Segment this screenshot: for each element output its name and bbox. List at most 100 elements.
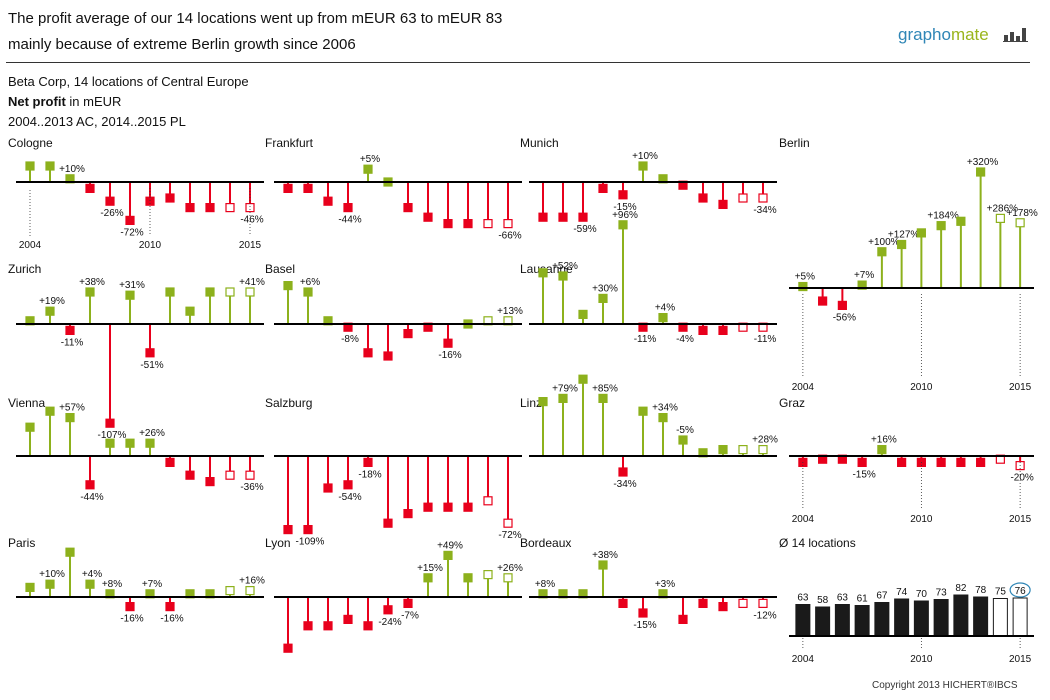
- salzburg-marker: [283, 524, 293, 535]
- linz-marker: [738, 445, 748, 455]
- paris-marker: [245, 585, 255, 596]
- linz-marker: [638, 406, 648, 416]
- munich-marker: [698, 193, 708, 203]
- linz-title: Linz: [520, 396, 542, 410]
- bordeaux-data-label: -15%: [633, 620, 656, 631]
- paris-marker: [85, 579, 95, 589]
- berlin-marker: [916, 228, 926, 238]
- paris-data-label: +4%: [82, 569, 102, 580]
- graz-data-label: +16%: [871, 435, 897, 446]
- munich-marker: [618, 190, 628, 200]
- bordeaux-marker: [638, 608, 648, 618]
- paris-marker: [125, 601, 135, 612]
- frankfurt-marker: [463, 219, 473, 229]
- berlin-data-label: +286%: [987, 203, 1019, 214]
- vienna-marker: [25, 422, 35, 432]
- berlin-marker: [936, 221, 946, 231]
- zurich-marker: [165, 287, 175, 297]
- lausanne-data-label: +52%: [552, 261, 578, 272]
- zurich-marker: [205, 287, 215, 297]
- cologne-title: Cologne: [8, 136, 53, 150]
- linz-data-label: +28%: [752, 435, 778, 446]
- lyon-data-label: -7%: [401, 610, 419, 621]
- munich-marker: [538, 212, 548, 222]
- berlin-marker: [897, 239, 907, 250]
- cologne-marker: [205, 203, 215, 213]
- munich-data-label: -34%: [753, 205, 776, 216]
- avg-bar: [874, 602, 890, 637]
- zurich-marker: [145, 348, 155, 358]
- cologne-data-label: +10%: [59, 164, 85, 175]
- measure-subtitle: Net profit in mEUR: [8, 94, 121, 109]
- berlin-marker: [976, 167, 986, 177]
- graz-title: Graz: [779, 396, 805, 410]
- frankfurt-data-label: -66%: [498, 231, 521, 242]
- lausanne-marker: [718, 325, 728, 335]
- berlin-data-label: +178%: [1006, 208, 1038, 219]
- frankfurt-marker: [363, 164, 373, 174]
- avg-value-label: 58: [817, 595, 829, 606]
- salzburg-marker: [303, 524, 313, 535]
- paris-data-label: +8%: [102, 579, 122, 590]
- frankfurt-data-label: +5%: [360, 154, 380, 165]
- lyon-marker: [303, 621, 313, 631]
- salzburg-title: Salzburg: [265, 396, 312, 410]
- graz-marker: [976, 457, 986, 467]
- salzburg-data-label: -18%: [358, 469, 381, 480]
- avg-value-label: 73: [936, 588, 948, 599]
- avg-value-label: 70: [916, 589, 928, 600]
- avg-bar: [834, 604, 850, 637]
- lyon-marker: [483, 569, 493, 580]
- paris-marker: [65, 547, 75, 557]
- avg-bar: [913, 600, 929, 637]
- avg-value-label: 63: [797, 593, 809, 604]
- cologne-marker: [105, 196, 115, 206]
- copyright-note: Copyright 2013 HICHERT®IBCS: [872, 680, 1018, 691]
- berlin-marker: [877, 247, 887, 257]
- avg-value-label: 67: [876, 591, 888, 602]
- berlin-data-label: +7%: [854, 270, 874, 281]
- cologne-marker: [165, 193, 175, 203]
- vienna-marker: [205, 477, 215, 487]
- munich-data-label: -59%: [573, 224, 596, 235]
- frankfurt-marker: [443, 219, 453, 229]
- cologne-data-label: -26%: [100, 208, 123, 219]
- salzburg-marker: [503, 518, 513, 528]
- berlin-data-label: +127%: [888, 230, 920, 241]
- basel-marker: [363, 348, 373, 358]
- salzburg-marker: [443, 502, 453, 512]
- lausanne-marker: [698, 325, 708, 335]
- salzburg-marker: [363, 457, 373, 467]
- linz-marker: [598, 393, 608, 403]
- bordeaux-marker: [698, 598, 708, 609]
- paris-data-label: +16%: [239, 576, 265, 587]
- berlin-data-label: +5%: [795, 272, 815, 283]
- basel-marker: [383, 351, 393, 361]
- bordeaux-data-label: -12%: [753, 610, 776, 621]
- highlight-ring: [1009, 582, 1031, 598]
- zurich-marker: [185, 306, 195, 316]
- zurich-data-label: +38%: [79, 277, 105, 288]
- berlin-tick-label: 2010: [910, 382, 933, 393]
- graz-data-label: -20%: [1010, 473, 1033, 484]
- vienna-marker: [65, 413, 75, 423]
- munich-marker: [718, 199, 728, 209]
- paris-data-label: -16%: [160, 614, 183, 625]
- frankfurt-marker: [343, 203, 353, 213]
- berlin-tick-label: 2015: [1009, 382, 1032, 393]
- basel-marker: [403, 329, 413, 339]
- brand-part-1: grapho: [898, 25, 951, 44]
- lyon-marker: [283, 643, 293, 653]
- cologne-marker: [125, 215, 135, 225]
- salzburg-data-label: -109%: [296, 537, 325, 548]
- paris-data-label: +10%: [39, 569, 65, 580]
- bordeaux-data-label: +3%: [655, 579, 675, 590]
- zurich-marker: [85, 287, 95, 297]
- bordeaux-marker: [678, 614, 688, 625]
- lausanne-data-label: -4%: [676, 334, 694, 345]
- linz-data-label: +79%: [552, 383, 578, 394]
- basel-marker: [283, 281, 293, 291]
- 14-locations-tick-label: 2015: [1009, 654, 1032, 665]
- lausanne-marker: [558, 271, 568, 281]
- paris-marker: [45, 579, 55, 589]
